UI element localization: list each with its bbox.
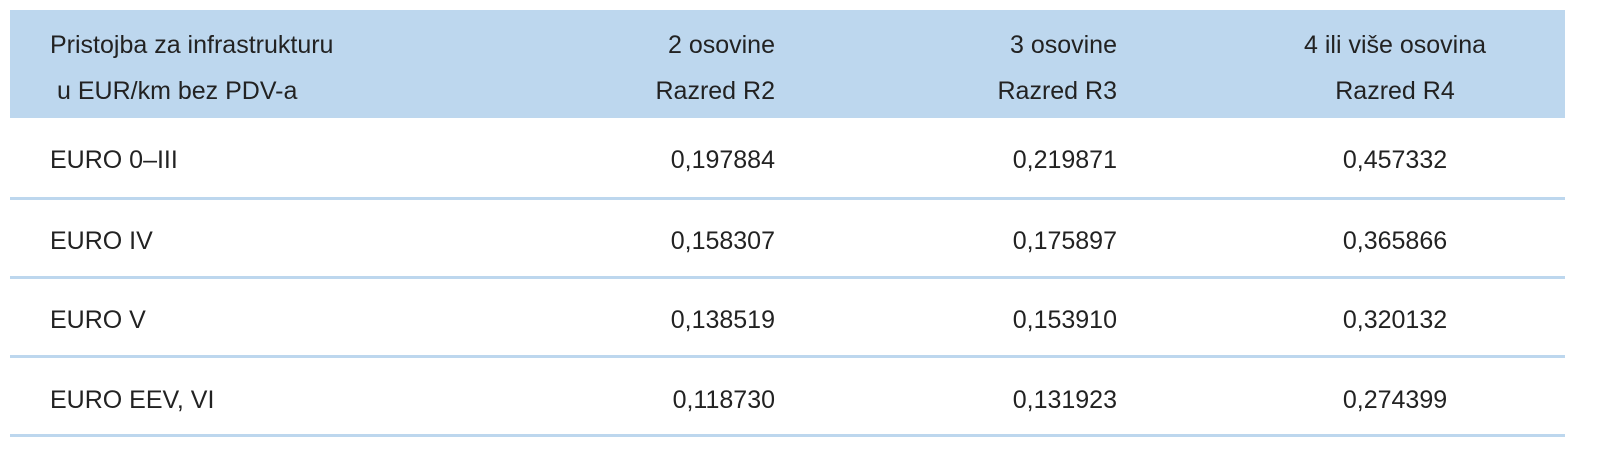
row-separator [10,434,1565,437]
value-cell: 0,320132 [1342,306,1448,334]
row-separator [10,355,1565,358]
header-cell: 4 ili više osovina [1303,31,1487,59]
value-cell: 0,457332 [1342,146,1448,174]
value-cell: 0,274399 [1342,386,1448,414]
row-label: EURO EEV, VI [50,386,215,414]
header-cell: Razred R3 [997,77,1118,105]
row-label: EURO 0–III [50,146,178,174]
row-label: EURO IV [50,227,153,255]
header-cell: Razred R2 [655,77,776,105]
value-cell: 0,138519 [670,306,775,334]
header-cell: 2 osovine [667,31,775,59]
header-cell: Razred R4 [1335,77,1455,105]
value-cell: 0,365866 [1342,227,1448,255]
header-cell: 3 osovine [1009,31,1117,59]
header-cell: Pristojba za infrastrukturu [50,31,334,59]
value-cell: 0,175897 [1012,227,1117,255]
value-cell: 0,131923 [1012,386,1117,414]
row-label: EURO V [50,306,146,334]
value-cell: 0,197884 [670,146,775,174]
row-separator [10,276,1565,279]
value-cell: 0,118730 [672,386,775,414]
value-cell: 0,219871 [1012,146,1117,174]
value-cell: 0,153910 [1012,306,1117,334]
header-band [10,10,1565,118]
value-cell: 0,158307 [670,227,775,255]
header-cell: u EUR/km bez PDV-a [57,77,298,105]
row-separator [10,197,1565,200]
